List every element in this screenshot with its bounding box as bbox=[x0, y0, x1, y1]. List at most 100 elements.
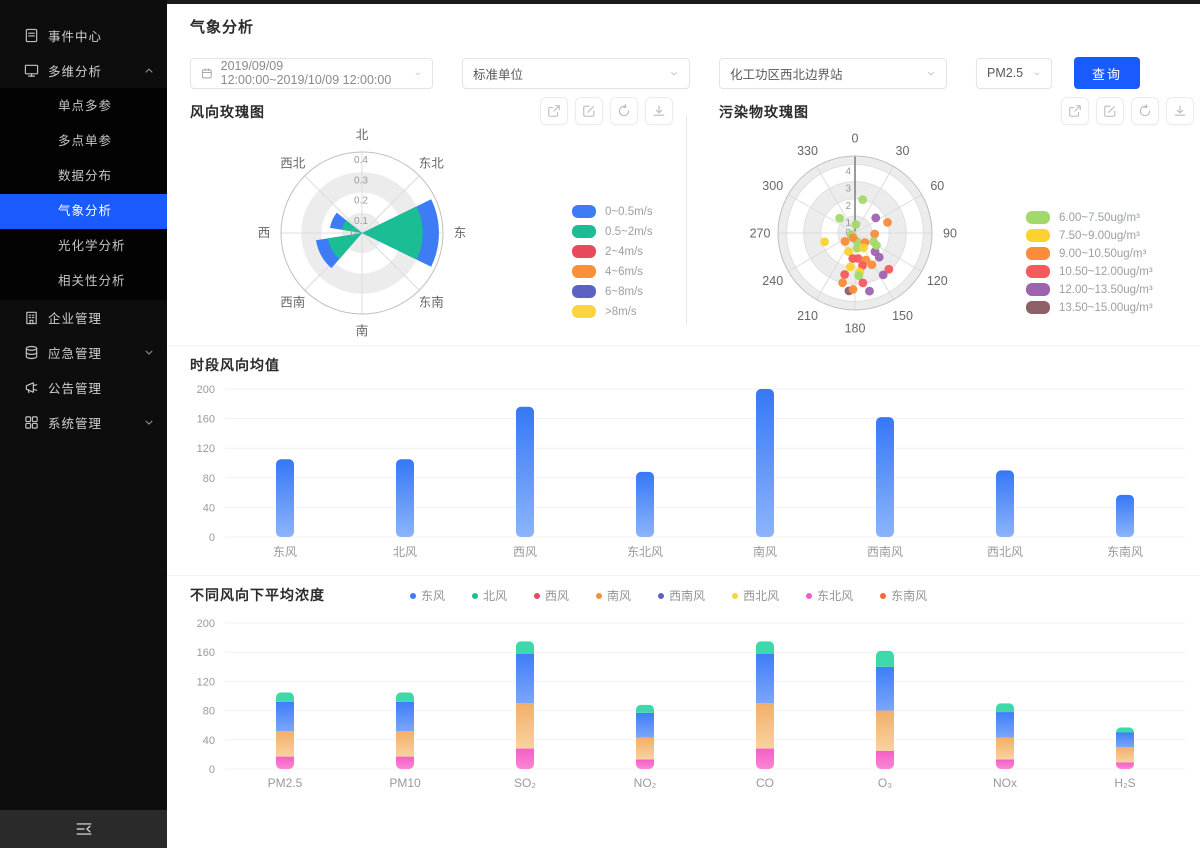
sidebar-footer bbox=[0, 810, 167, 848]
filter-bar: 2019/09/09 12:00:00~2019/10/09 12:00:00 … bbox=[167, 47, 1200, 93]
legend-item[interactable]: 9.00~10.50ug/m³ bbox=[1026, 247, 1153, 260]
svg-text:120: 120 bbox=[197, 443, 215, 455]
legend-swatch bbox=[1026, 283, 1050, 296]
svg-text:270: 270 bbox=[750, 227, 771, 241]
legend-item[interactable]: 12.00~13.50ug/m³ bbox=[1026, 283, 1153, 296]
legend-swatch bbox=[572, 265, 596, 278]
legend-dot bbox=[472, 592, 479, 599]
sidebar-subitem[interactable]: 多点单参 bbox=[58, 134, 113, 148]
sidebar-subitem[interactable]: 光化学分析 bbox=[58, 239, 126, 253]
svg-text:NO₂: NO₂ bbox=[634, 776, 657, 790]
sidebar-subitem[interactable]: 数据分布 bbox=[58, 169, 113, 183]
download-button[interactable] bbox=[645, 97, 673, 125]
megaphone-icon bbox=[24, 380, 39, 395]
legend-item[interactable]: 东风 bbox=[410, 587, 445, 604]
svg-text:东风: 东风 bbox=[273, 545, 297, 559]
sidebar-item[interactable]: 系统管理 bbox=[0, 405, 167, 440]
svg-text:南: 南 bbox=[356, 323, 369, 338]
open-in-new-button[interactable] bbox=[540, 97, 568, 125]
edit-button[interactable] bbox=[575, 97, 603, 125]
unit-value: 标准单位 bbox=[473, 67, 524, 82]
svg-text:0.1: 0.1 bbox=[354, 216, 368, 227]
concentration-stacked-chart: 0 40 80 120 160 200 PM2.5 PM10 SO₂ NO₂ CO O₃ NOx H₂S bbox=[197, 618, 1185, 790]
legend-label: 东北风 bbox=[817, 589, 854, 603]
legend-item[interactable]: 西北风 bbox=[732, 587, 779, 604]
legend-dot bbox=[880, 592, 887, 599]
sidebar-item[interactable]: 事件中心 bbox=[0, 18, 167, 53]
pollutant-rose-toolbar bbox=[1061, 97, 1194, 125]
refresh-button[interactable] bbox=[1131, 97, 1159, 125]
query-button[interactable]: 查询 bbox=[1074, 57, 1140, 89]
legend-item[interactable]: 7.50~9.00ug/m³ bbox=[1026, 229, 1153, 242]
sidebar-item[interactable]: 应急管理 bbox=[0, 335, 167, 370]
date-range-value: 2019/09/09 12:00:00~2019/10/09 12:00:00 bbox=[220, 59, 392, 87]
svg-text:O₃: O₃ bbox=[878, 776, 892, 790]
caret-down-icon bbox=[143, 347, 155, 359]
legend-item[interactable]: 0~0.5m/s bbox=[572, 205, 653, 218]
sidebar-submenu: 单点多参多点单参数据分布气象分析光化学分析相关性分析 bbox=[0, 88, 167, 300]
stacked-chart-legend: 东风 北风 西风 南风 西南风 西北风 东北风 东南风 bbox=[410, 587, 927, 604]
wind-average-section: 时段风向均值 0 40 80 120 160 200 东风 北风 西风 东北风 南风 西南风 西北风 东南… bbox=[167, 345, 1200, 575]
svg-text:240: 240 bbox=[762, 274, 783, 288]
sidebar-item-label: 事件中心 bbox=[48, 30, 103, 44]
legend-label: 南风 bbox=[607, 589, 632, 603]
open-in-new-button[interactable] bbox=[1061, 97, 1089, 125]
legend-item[interactable]: 6~8m/s bbox=[572, 285, 653, 298]
legend-item[interactable]: 10.50~12.00ug/m³ bbox=[1026, 265, 1153, 278]
legend-swatch bbox=[572, 245, 596, 258]
svg-text:60: 60 bbox=[930, 179, 944, 193]
legend-label: 东风 bbox=[421, 589, 446, 603]
menu-fold-icon[interactable] bbox=[75, 820, 93, 838]
sidebar-item[interactable]: 公告管理 bbox=[0, 370, 167, 405]
pollutant-rose-panel: 污染物玫瑰图 030609012015018021024027030033001… bbox=[686, 95, 1200, 345]
svg-text:PM2.5: PM2.5 bbox=[268, 776, 303, 790]
svg-text:0: 0 bbox=[209, 532, 215, 544]
sidebar-item[interactable]: 多维分析 bbox=[0, 53, 167, 88]
wind-rose-title: 风向玫瑰图 bbox=[190, 104, 265, 120]
sidebar-subitem[interactable]: 单点多参 bbox=[58, 99, 113, 113]
legend-item[interactable]: 13.50~15.00ug/m³ bbox=[1026, 301, 1153, 314]
svg-text:120: 120 bbox=[927, 274, 948, 288]
svg-text:西北风: 西北风 bbox=[987, 545, 1023, 559]
edit-button[interactable] bbox=[1096, 97, 1124, 125]
legend-item[interactable]: 东南风 bbox=[880, 587, 927, 604]
svg-text:0: 0 bbox=[350, 228, 356, 239]
legend-item[interactable]: 南风 bbox=[596, 587, 631, 604]
date-range-picker[interactable]: 2019/09/09 12:00:00~2019/10/09 12:00:00 bbox=[190, 57, 433, 89]
svg-text:西: 西 bbox=[258, 226, 271, 240]
legend-item[interactable]: >8m/s bbox=[572, 305, 653, 318]
legend-label: 东南风 bbox=[891, 589, 928, 603]
sidebar-item[interactable]: 企业管理 bbox=[0, 300, 167, 335]
legend-label: 2~4m/s bbox=[605, 245, 644, 258]
svg-text:40: 40 bbox=[203, 735, 215, 747]
legend-item[interactable]: 西南风 bbox=[658, 587, 705, 604]
svg-text:SO₂: SO₂ bbox=[514, 776, 536, 790]
download-button[interactable] bbox=[1166, 97, 1194, 125]
legend-item[interactable]: 东北风 bbox=[806, 587, 853, 604]
legend-item[interactable]: 0.5~2m/s bbox=[572, 225, 653, 238]
refresh-button[interactable] bbox=[610, 97, 638, 125]
legend-label: 9.00~10.50ug/m³ bbox=[1059, 247, 1147, 260]
legend-item[interactable]: 2~4m/s bbox=[572, 245, 653, 258]
station-select[interactable]: 化工功区西北边界站 bbox=[719, 57, 947, 89]
caret-down-icon bbox=[143, 417, 155, 429]
legend-swatch bbox=[572, 225, 596, 238]
svg-text:NOx: NOx bbox=[993, 776, 1017, 790]
legend-item[interactable]: 西风 bbox=[534, 587, 569, 604]
pollutant-select[interactable]: PM2.5 bbox=[976, 57, 1052, 89]
pollutant-rose-chart: 030609012015018021024027030033001234 bbox=[750, 132, 957, 336]
legend-item[interactable]: 4~6m/s bbox=[572, 265, 653, 278]
sidebar-item-label: 应急管理 bbox=[48, 347, 103, 361]
caret-up-icon bbox=[143, 65, 155, 77]
sidebar-subitem[interactable]: 相关性分析 bbox=[58, 274, 126, 288]
legend-swatch bbox=[572, 285, 596, 298]
legend-item[interactable]: 北风 bbox=[472, 587, 507, 604]
chevron-down-icon bbox=[926, 68, 936, 78]
legend-dot bbox=[806, 592, 813, 599]
unit-select[interactable]: 标准单位 bbox=[462, 57, 690, 89]
legend-label: 6~8m/s bbox=[605, 285, 644, 298]
svg-text:东北: 东北 bbox=[419, 157, 445, 171]
calendar-icon bbox=[201, 66, 213, 81]
legend-item[interactable]: 6.00~7.50ug/m³ bbox=[1026, 211, 1153, 224]
sidebar-subitem-active[interactable]: 气象分析 bbox=[0, 194, 167, 229]
